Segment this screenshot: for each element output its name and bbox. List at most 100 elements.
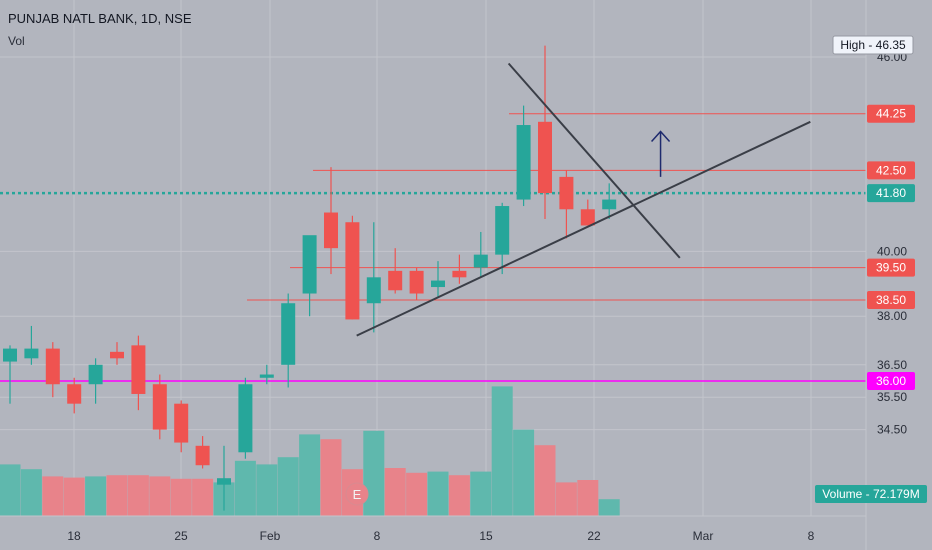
volume-bar	[256, 464, 278, 516]
time-tick-label: 18	[67, 529, 81, 543]
earnings-marker-label: E	[353, 487, 362, 502]
volume-bar	[299, 434, 321, 516]
time-axis: 18 25 Feb 8 15 22 Mar 8	[0, 515, 866, 543]
price-tick-label: 36.50	[877, 358, 907, 372]
volume-bars: E	[0, 386, 620, 516]
candle-body	[345, 222, 360, 320]
candle-body	[409, 270, 424, 294]
candle-body	[259, 374, 274, 378]
volume-bar	[85, 476, 107, 516]
volume-bar	[470, 471, 492, 516]
level-price-badge	[867, 258, 915, 277]
ascending-trend-line	[356, 120, 811, 337]
up-arrow-head	[651, 130, 671, 143]
symbol-title: PUNJAB NATL BANK, 1D, NSE	[8, 11, 192, 26]
candle-body	[3, 348, 17, 362]
volume-indicator-label: Vol	[8, 34, 25, 48]
candle-body	[217, 478, 231, 485]
time-tick-label: 22	[587, 529, 601, 543]
candle-body	[602, 199, 617, 210]
candle-body	[45, 348, 60, 385]
candle-body	[580, 209, 595, 226]
candle-body	[388, 270, 403, 291]
time-tick-label: 15	[479, 529, 493, 543]
support-price-badge	[867, 372, 915, 390]
volume-bar	[20, 469, 42, 516]
volume-bar	[363, 430, 385, 516]
volume-bar	[577, 480, 599, 516]
volume-bar	[534, 445, 556, 516]
candle-body	[473, 254, 488, 268]
candle-body	[195, 445, 210, 466]
descending-trend-line	[507, 62, 681, 259]
volume-bar	[384, 468, 406, 516]
trend-drawings	[356, 62, 811, 337]
chart-grid	[0, 0, 866, 516]
candle-body	[516, 125, 531, 200]
volume-badge	[815, 485, 927, 503]
level-price-badge-text: 39.50	[876, 261, 906, 275]
candle-body	[302, 235, 317, 294]
support-price-badge-text: 36.00	[876, 374, 906, 388]
candle-body	[131, 345, 146, 394]
candle-body	[366, 277, 381, 304]
candle-body	[452, 270, 467, 278]
candle-body	[174, 403, 189, 443]
time-tick-label: Feb	[260, 529, 281, 543]
candle-body	[24, 348, 39, 359]
volume-bar	[0, 464, 21, 516]
candle-body	[88, 364, 103, 385]
level-price-badge-text: 38.50	[876, 293, 906, 307]
high-badge-text: High - 46.35	[840, 38, 906, 52]
candlesticks	[3, 45, 617, 511]
time-tick-label: 8	[374, 529, 381, 543]
volume-badge-text: Volume - 72.179M	[822, 487, 919, 501]
volume-bar	[63, 477, 85, 516]
volume-bar	[491, 386, 513, 516]
volume-bar	[320, 439, 342, 516]
volume-bar	[406, 472, 428, 516]
volume-bar	[127, 475, 149, 516]
volume-bar	[149, 476, 171, 516]
candle-body	[238, 384, 253, 453]
earnings-marker	[345, 482, 369, 506]
volume-bar	[598, 499, 620, 516]
volume-bar	[555, 482, 577, 516]
level-price-badge	[867, 104, 915, 123]
volume-bar	[234, 460, 256, 516]
price-tick-label: 34.50	[877, 423, 907, 437]
price-tick-label: 40.00	[877, 244, 907, 258]
volume-bar	[513, 429, 535, 516]
candle-body	[324, 212, 338, 249]
candle-body	[559, 176, 574, 210]
price-tick-label: 35.50	[877, 390, 907, 404]
volume-bar	[277, 457, 299, 516]
last-price-badge-text: 41.80	[876, 186, 906, 200]
volume-bar	[192, 478, 214, 516]
level-price-badge	[867, 161, 915, 180]
level-price-badge-text: 42.50	[876, 163, 906, 177]
volume-bar	[170, 478, 192, 516]
last-price-badge	[867, 184, 915, 203]
volume-bar	[427, 471, 449, 516]
time-tick-label: 25	[174, 529, 188, 543]
price-badges: High - 46.35 44.25 42.50 39.50 38.50 41.80 36.…	[815, 35, 927, 503]
volume-bar	[42, 476, 64, 516]
candle-body	[110, 351, 124, 359]
level-price-badge-text: 44.25	[876, 107, 906, 121]
volume-bar	[106, 475, 128, 516]
price-tick-label: 38.00	[877, 309, 907, 323]
time-tick-label: Mar	[693, 529, 714, 543]
time-tick-label: 8	[808, 529, 815, 543]
candle-body	[431, 280, 445, 288]
candle-body	[495, 206, 510, 255]
level-price-badge	[867, 291, 915, 309]
candle-body	[281, 303, 296, 365]
candle-body	[152, 384, 167, 430]
volume-bar	[448, 475, 470, 516]
candle-body	[538, 121, 552, 194]
horizontal-levels	[0, 113, 866, 382]
candle-body	[67, 384, 82, 404]
